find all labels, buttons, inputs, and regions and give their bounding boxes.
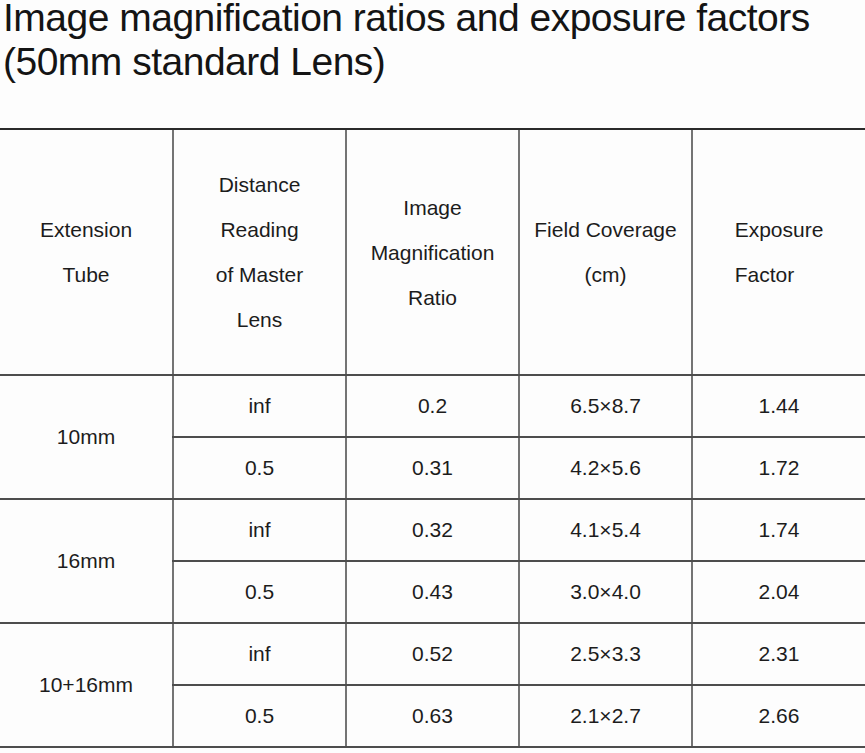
header-image-magnification-ratio: Image Magnification Ratio <box>346 129 519 375</box>
distance-cell: inf <box>173 499 346 561</box>
ratio-cell: 0.63 <box>346 685 519 747</box>
coverage-cell: 4.1×5.4 <box>519 499 692 561</box>
table-row: 10+16mm inf 0.52 2.5×3.3 2.31 <box>0 623 865 685</box>
tube-cell-10plus16mm: 10+16mm <box>0 623 173 747</box>
coverage-cell: 3.0×4.0 <box>519 561 692 623</box>
header-distance-reading: Distance Reading of Master Lens <box>173 129 346 375</box>
ratio-cell: 0.43 <box>346 561 519 623</box>
coverage-cell: 2.1×2.7 <box>519 685 692 747</box>
distance-cell: inf <box>173 375 346 437</box>
distance-cell: 0.5 <box>173 437 346 499</box>
page-title-line-1: Image magnification ratios and exposure … <box>3 0 810 40</box>
exposure-cell: 2.31 <box>692 623 865 685</box>
exposure-factor-label-block: Exposure Factor <box>735 207 824 297</box>
exposure-cell: 2.66 <box>692 685 865 747</box>
distance-cell: inf <box>173 623 346 685</box>
coverage-cell: 6.5×8.7 <box>519 375 692 437</box>
table-row: 10mm inf 0.2 6.5×8.7 1.44 <box>0 375 865 437</box>
coverage-cell: 2.5×3.3 <box>519 623 692 685</box>
distance-cell: 0.5 <box>173 561 346 623</box>
tube-cell-16mm: 16mm <box>0 499 173 623</box>
header-exposure-factor: Exposure Factor <box>692 129 865 375</box>
coverage-cell: 4.2×5.6 <box>519 437 692 499</box>
tube-cell-10mm: 10mm <box>0 375 173 499</box>
magnification-table: Extension Tube Distance Reading of Maste… <box>0 128 865 748</box>
table-header: Extension Tube Distance Reading of Maste… <box>0 129 865 375</box>
header-field-coverage: Field Coverage (cm) <box>519 129 692 375</box>
exposure-cell: 1.44 <box>692 375 865 437</box>
header-extension-tube: Extension Tube <box>0 129 173 375</box>
ratio-cell: 0.32 <box>346 499 519 561</box>
ratio-cell: 0.52 <box>346 623 519 685</box>
page-title: Image magnification ratios and exposure … <box>3 0 810 84</box>
exposure-cell: 1.72 <box>692 437 865 499</box>
page: { "title": { "line1": "Image magnificati… <box>0 0 865 753</box>
exposure-cell: 2.04 <box>692 561 865 623</box>
table-body: 10mm inf 0.2 6.5×8.7 1.44 0.5 0.31 4.2×5… <box>0 375 865 747</box>
ratio-cell: 0.2 <box>346 375 519 437</box>
distance-cell: 0.5 <box>173 685 346 747</box>
table-row: 16mm inf 0.32 4.1×5.4 1.74 <box>0 499 865 561</box>
exposure-cell: 1.74 <box>692 499 865 561</box>
ratio-cell: 0.31 <box>346 437 519 499</box>
page-title-line-2: (50mm standard Lens) <box>3 40 810 84</box>
